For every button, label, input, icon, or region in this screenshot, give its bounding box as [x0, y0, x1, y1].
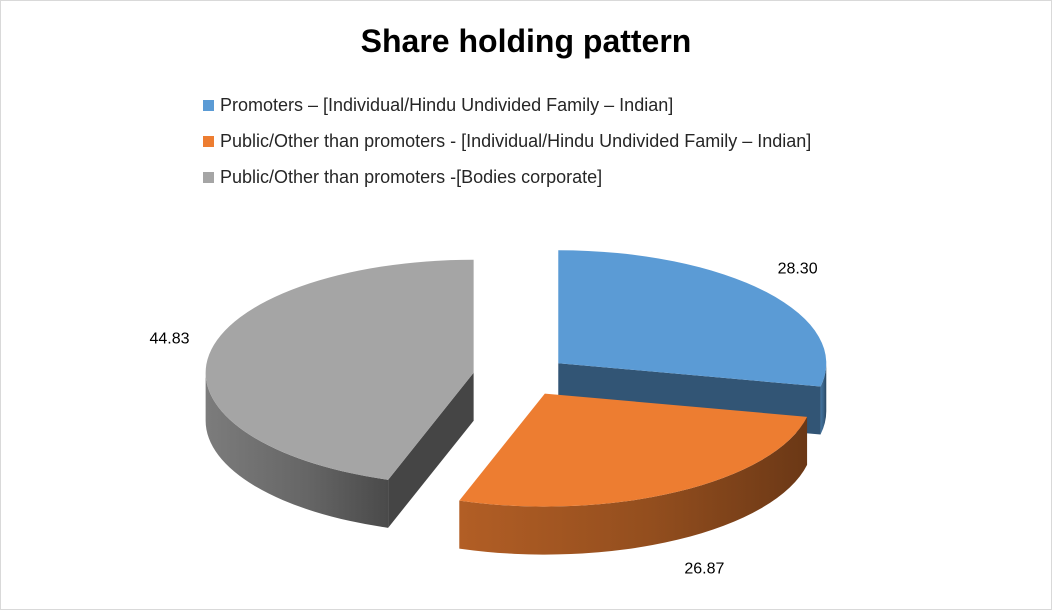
pie-slice-side — [820, 363, 827, 435]
pie-slice-side — [459, 416, 808, 555]
chart-title: Share holding pattern — [360, 23, 692, 59]
legend-item-public-individual: Public/Other than promoters - [Individua… — [203, 123, 811, 159]
legend-label-bodies-corporate: Public/Other than promoters -[Bodies cor… — [220, 166, 603, 187]
legend-label-promoters: Promoters – [Individual/Hindu Undivided … — [220, 94, 674, 115]
legend-swatch-public-individual — [203, 135, 214, 147]
pie-slice-top — [558, 250, 827, 387]
data-label-public-individual: 26.87 — [684, 560, 724, 577]
legend-label-public-individual: Public/Other than promoters - [Individua… — [220, 130, 812, 151]
pie-slice-top — [459, 393, 808, 507]
legend-item-bodies-corporate: Public/Other than promoters -[Bodies cor… — [203, 159, 811, 195]
legend: Promoters – [Individual/Hindu Undivided … — [203, 87, 811, 195]
legend-swatch-bodies-corporate — [203, 171, 214, 183]
pie-slice-bodies-corporate — [205, 259, 474, 528]
pie-slice-public-individual — [459, 393, 808, 555]
pie-slice-side — [205, 372, 389, 528]
legend-item-promoters: Promoters – [Individual/Hindu Undivided … — [203, 87, 811, 123]
pie-slice-top — [205, 259, 474, 480]
pie-slice-cut-face — [388, 372, 474, 528]
data-label-bodies-corporate: 44.83 — [149, 331, 189, 348]
data-label-promoters: 28.30 — [778, 260, 818, 277]
legend-swatch-promoters — [203, 99, 214, 111]
